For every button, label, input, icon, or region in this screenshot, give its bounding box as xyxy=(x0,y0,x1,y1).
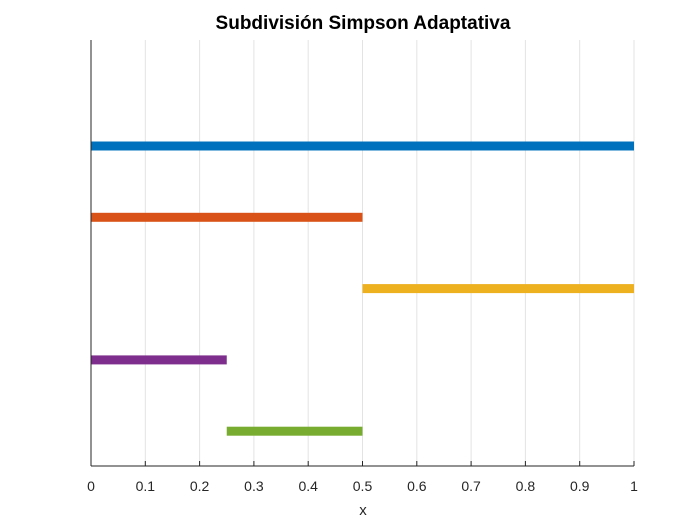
chart-title: Subdivisión Simpson Adaptativa xyxy=(216,13,511,34)
segment-level-4 xyxy=(91,355,227,365)
x-tick-label: 0.3 xyxy=(244,478,264,494)
interval-segments xyxy=(91,141,634,436)
x-tick-label: 0.5 xyxy=(353,478,373,494)
x-tick-label: 0.7 xyxy=(461,478,481,494)
x-tick-label: 0.9 xyxy=(570,478,590,494)
segment-level-1 xyxy=(91,141,634,151)
x-tick-label: 0.2 xyxy=(190,478,210,494)
x-tick-label: 0.6 xyxy=(407,478,427,494)
grid-lines xyxy=(144,40,635,466)
x-tick-label: 0.4 xyxy=(298,478,318,494)
segment-level-5 xyxy=(226,426,363,436)
x-tick-label: 0.1 xyxy=(136,478,156,494)
x-tick-label: 0.8 xyxy=(516,478,536,494)
segment-level-2 xyxy=(91,212,363,222)
x-tick-labels: 0 0.1 0.2 0.3 0.4 0.5 0.6 0.7 0.8 0.9 1 xyxy=(87,478,638,494)
x-tick-label: 0 xyxy=(87,478,95,494)
segment-level-3 xyxy=(362,284,634,294)
axes xyxy=(90,40,635,467)
x-axis-label: x xyxy=(359,502,367,519)
x-tick-label: 1 xyxy=(630,478,638,494)
